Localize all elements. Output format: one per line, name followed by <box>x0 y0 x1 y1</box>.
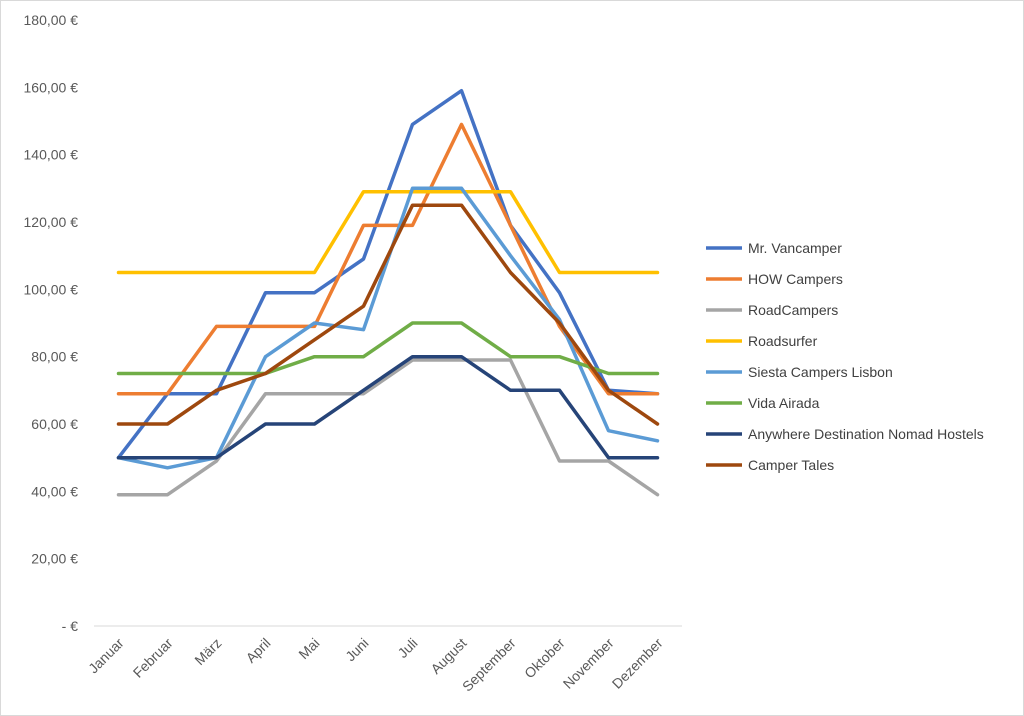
legend-label: Siesta Campers Lisbon <box>748 364 893 380</box>
legend-label: RoadCampers <box>748 302 838 318</box>
legend-label: Mr. Vancamper <box>748 240 842 256</box>
legend-label: Anywhere Destination Nomad Hostels <box>748 426 984 442</box>
series-line-camper-tales <box>116 203 660 426</box>
y-tick-label: 120,00 € <box>24 214 79 230</box>
legend-label: HOW Campers <box>748 271 843 287</box>
y-tick-label: - € <box>62 618 79 634</box>
y-tick-label: 80,00 € <box>31 349 78 365</box>
legend: Mr. Vancamper HOW Campers RoadCampers Roads… <box>706 240 984 473</box>
legend-label: Roadsurfer <box>748 333 818 349</box>
series-lines <box>116 88 660 497</box>
series-line-roadcampers <box>116 358 660 497</box>
y-tick-label: 160,00 € <box>24 79 79 95</box>
y-tick-label: 100,00 € <box>24 281 79 297</box>
series-line-vida-airada <box>116 321 660 376</box>
y-tick-label: 60,00 € <box>31 416 78 432</box>
legend-label: Camper Tales <box>748 457 834 473</box>
series-line-anywhere-destination-nomad-hostels <box>116 354 660 460</box>
y-tick-label: 140,00 € <box>24 147 79 163</box>
series-line-roadsurfer <box>116 189 660 275</box>
y-tick-label: 180,00 € <box>24 12 79 28</box>
y-tick-label: 20,00 € <box>31 551 78 567</box>
y-axis-tick-labels: - € 20,00 € 40,00 € 60,00 € 80,00 € 100,00 € 1… <box>24 12 79 634</box>
y-tick-label: 40,00 € <box>31 483 78 499</box>
legend-label: Vida Airada <box>748 395 820 411</box>
